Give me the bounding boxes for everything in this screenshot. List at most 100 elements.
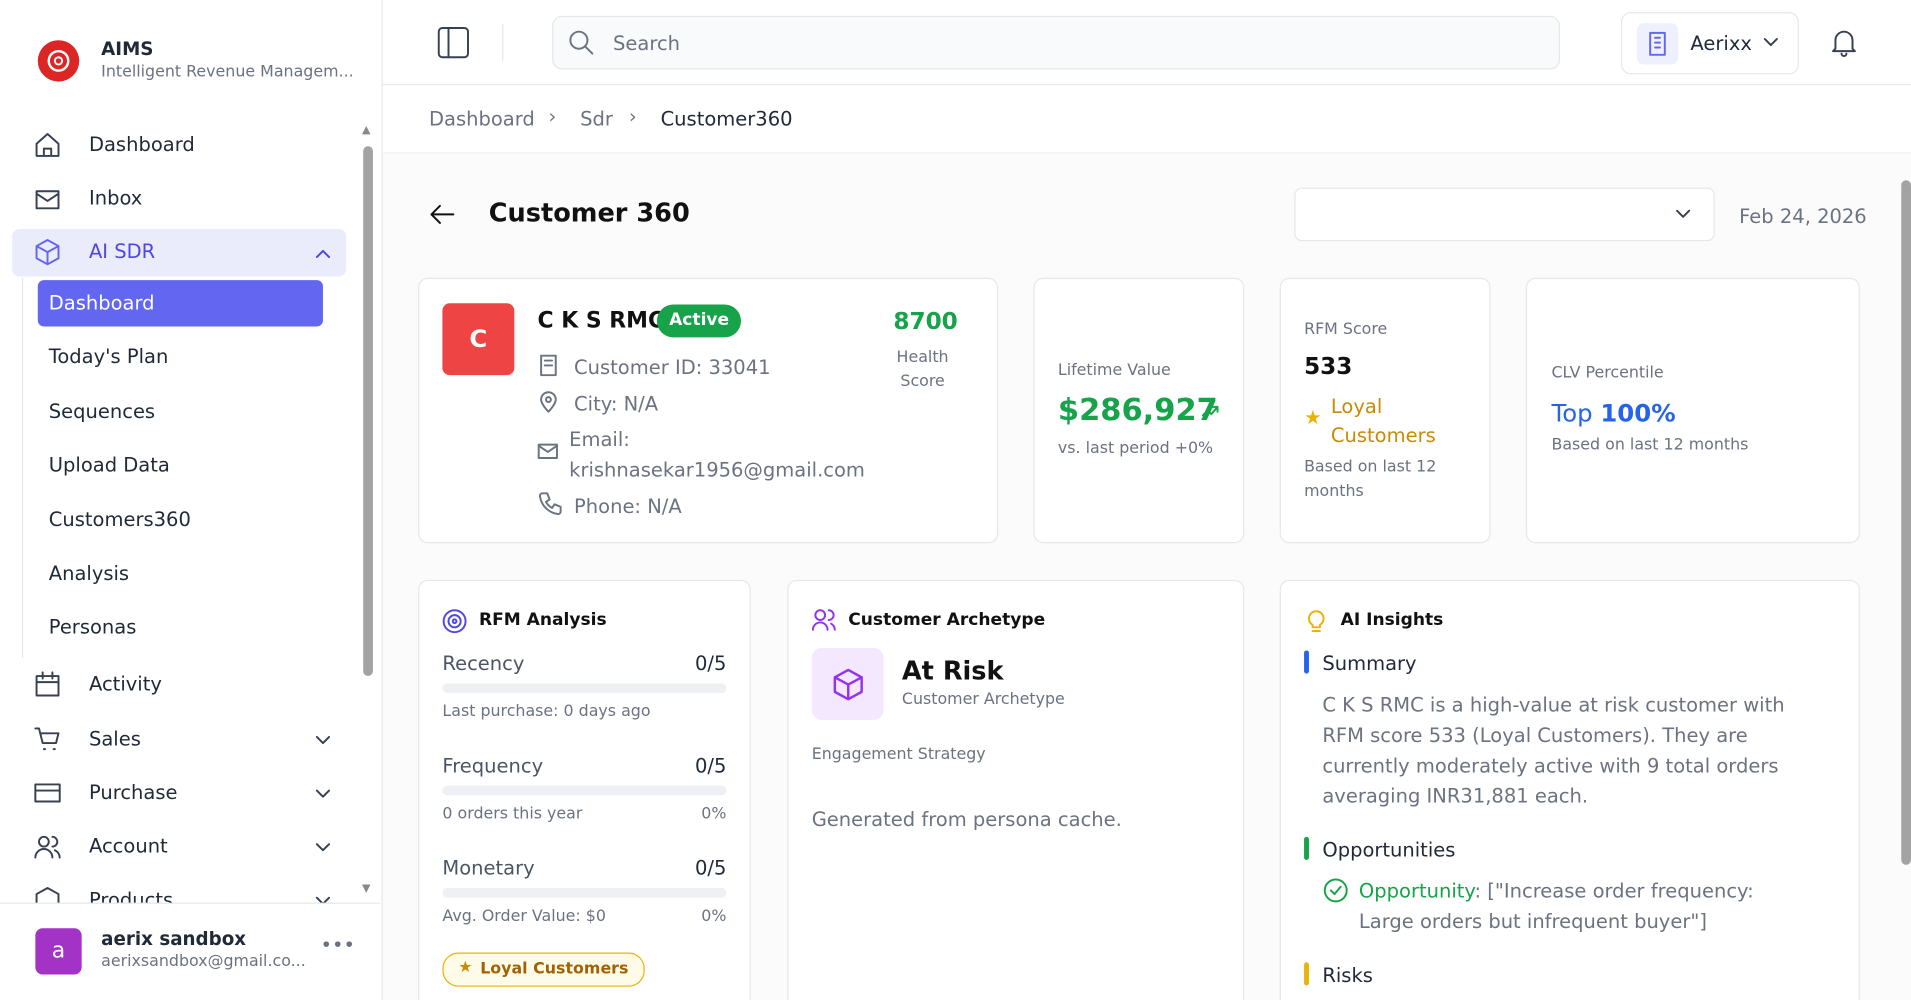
nav-item[interactable]: Account — [88, 834, 168, 858]
health-label: Health Score — [896, 348, 949, 392]
nav-subitem[interactable]: Upload Data — [48, 453, 170, 477]
rfm-score-label: RFM Score — [1304, 320, 1388, 339]
archetype-sub: Customer Archetype — [901, 690, 1065, 709]
select-chevron — [1676, 209, 1691, 218]
rfm-pct: 0% — [701, 907, 727, 926]
section-marker — [1304, 962, 1309, 986]
summary-text: C K S RMC is a high-value at risk custom… — [1322, 693, 1785, 808]
opportunity: Opportunity: ["Increase order frequency:… — [1359, 876, 1810, 937]
brand-name: AIMS — [101, 37, 154, 60]
rfm-track — [442, 887, 727, 898]
email-label: Email: — [569, 427, 630, 451]
nav-item[interactable]: Dashboard — [88, 132, 195, 156]
org-icon — [1636, 23, 1679, 65]
breadcrumb-bar — [382, 85, 1911, 154]
nav-icon — [34, 783, 61, 803]
nav-item[interactable]: AI SDR — [88, 239, 156, 264]
back-button[interactable] — [429, 202, 456, 226]
notifications[interactable] — [1831, 28, 1858, 57]
main-scrollbar — [1901, 180, 1911, 865]
breadcrumb-link[interactable]: Sdr — [580, 107, 613, 131]
nav-subitem[interactable]: Dashboard — [48, 291, 155, 315]
nav-item[interactable]: Activity — [88, 672, 162, 696]
search-placeholder: Search — [613, 31, 681, 55]
status-badge: Active — [656, 304, 742, 338]
breadcrumb-link[interactable]: Dashboard — [429, 107, 535, 131]
brand-tagline: Intelligent Revenue Managem... — [101, 63, 354, 82]
nav-icon — [34, 835, 61, 859]
lifetime-note: vs. last period +0% — [1057, 439, 1214, 459]
strategy-text: Generated from persona cache. — [811, 807, 1122, 831]
customer-phone: Phone: N/A — [574, 494, 682, 518]
rfm-label: Frequency — [442, 754, 544, 778]
scrollbar — [363, 146, 373, 677]
card-title: RFM Analysis — [478, 610, 607, 630]
nav-item[interactable]: Purchase — [88, 780, 178, 804]
logo — [37, 40, 80, 82]
nav-subitem[interactable]: Sequences — [48, 399, 156, 423]
clv-percent: 100% — [1600, 398, 1676, 428]
org-chevron — [1763, 38, 1778, 47]
nav-item[interactable]: Sales — [88, 727, 141, 751]
period-select[interactable] — [1294, 187, 1715, 242]
clv-value: Top 100% — [1551, 398, 1675, 427]
user-name: aerix sandbox — [101, 928, 247, 951]
phone-icon — [538, 492, 562, 516]
target-icon — [442, 609, 467, 634]
nav-clip: Activity Sales Purchase Account Products — [0, 658, 361, 903]
card-title: Customer Archetype — [848, 610, 1046, 630]
check-icon — [1323, 878, 1348, 903]
lifetime-label: Lifetime Value — [1057, 361, 1171, 381]
sub-guide — [21, 277, 24, 658]
org-building — [1649, 31, 1666, 56]
rfm-score-note: Based on last 12 months — [1304, 458, 1437, 501]
sidebar — [0, 0, 383, 1000]
rfm-note: Last purchase: 0 days ago — [442, 702, 651, 722]
user-avatar: a — [35, 928, 82, 975]
nav-subitem[interactable]: Analysis — [48, 561, 130, 585]
nav-chevron — [315, 843, 331, 852]
user-menu[interactable]: ••• — [320, 933, 356, 957]
nav-chevron — [315, 735, 331, 745]
page-title: Customer 360 — [488, 198, 690, 228]
nav-subitem[interactable]: Customers360 — [48, 507, 191, 531]
city-icon — [540, 391, 557, 413]
strategy-label: Engagement Strategy — [811, 745, 986, 764]
page-date: Feb 24, 2026 — [1739, 204, 1867, 228]
section-marker — [1304, 836, 1309, 860]
rfm-segment: Loyal Customers — [1330, 394, 1436, 448]
nav-icon — [35, 887, 60, 903]
id-icon — [540, 354, 557, 377]
section-marker — [1304, 650, 1309, 674]
scroll-down[interactable]: ▼ — [361, 883, 371, 896]
opportunity-text: : ["Increase order frequency: Large orde… — [1358, 879, 1754, 934]
breadcrumb-sep: › — [548, 104, 557, 128]
badge-star: ★ — [458, 958, 473, 977]
nav-icon — [35, 133, 60, 157]
nav-icon — [35, 190, 60, 210]
rfm-track — [442, 683, 727, 694]
scroll-up[interactable]: ▲ — [361, 124, 371, 137]
rfm-note: 0 orders this year — [442, 805, 583, 824]
archetype-name: At Risk — [901, 656, 1004, 686]
search-icon — [569, 30, 594, 55]
search-box[interactable] — [552, 15, 1560, 70]
breadcrumb-sep: › — [628, 104, 637, 128]
email-icon — [537, 443, 558, 459]
clv-note: Based on last 12 months — [1551, 436, 1749, 455]
rfm-note: Avg. Order Value: $0 — [442, 907, 606, 926]
nav-subitem[interactable]: Today's Plan — [48, 345, 169, 369]
nav-chevron — [315, 896, 331, 903]
rfm-pct: 0% — [701, 805, 727, 824]
nav-subitem[interactable]: Personas — [48, 615, 137, 639]
rfm-label: Monetary — [442, 856, 535, 880]
sidebar-toggle[interactable] — [437, 27, 470, 59]
sub-active-bg — [37, 280, 323, 327]
nav-item[interactable]: Inbox — [88, 186, 143, 210]
nav-chevron — [315, 789, 331, 798]
insights-card — [1279, 579, 1860, 1000]
clv-card — [1525, 277, 1860, 544]
profile-avatar: C — [442, 303, 515, 376]
nav-item[interactable]: Products — [88, 887, 174, 903]
user-email: aerixsandbox@gmail.co... — [101, 952, 306, 971]
